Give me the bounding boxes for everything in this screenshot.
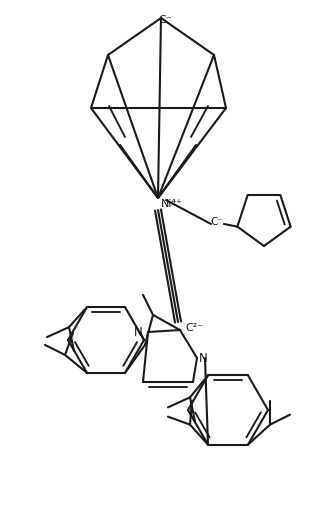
Text: Ni⁴⁺: Ni⁴⁺	[161, 199, 183, 209]
Text: C⁻: C⁻	[211, 217, 224, 227]
Text: N: N	[199, 353, 207, 366]
Text: C⁻: C⁻	[158, 15, 172, 25]
Text: N: N	[134, 326, 142, 339]
Text: C²⁻: C²⁻	[185, 323, 203, 333]
